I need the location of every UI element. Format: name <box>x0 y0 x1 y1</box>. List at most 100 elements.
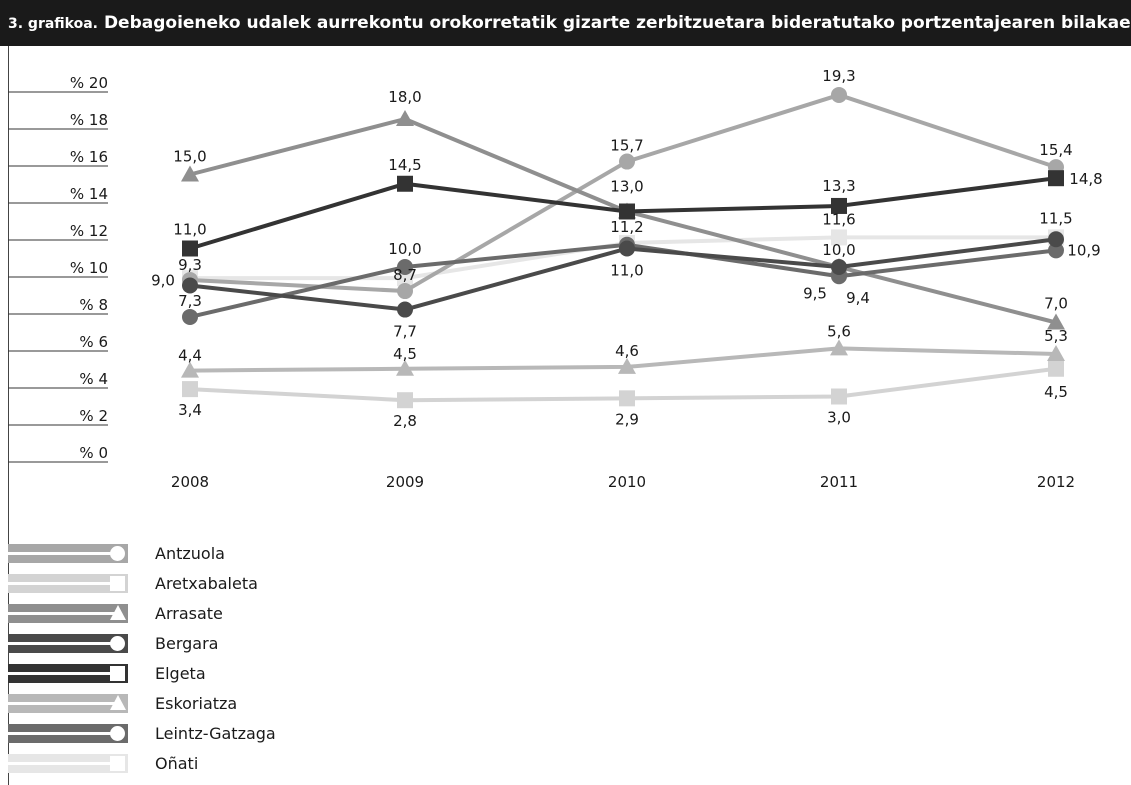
y-tick-label: % 12 <box>70 222 108 240</box>
circle-marker-icon <box>110 726 125 741</box>
data-point-antzuola <box>619 153 635 170</box>
data-label: 2,9 <box>615 410 639 428</box>
data-label: 5,3 <box>1044 327 1068 345</box>
legend-item-arrasate: Arrasate <box>0 598 300 628</box>
data-label: 8,7 <box>393 266 417 284</box>
legend-swatch-line <box>8 642 118 645</box>
data-label: 10,0 <box>388 240 421 258</box>
data-point-elgeta <box>619 203 635 220</box>
data-label: 4,5 <box>1044 383 1068 401</box>
triangle-marker-icon <box>110 695 126 710</box>
data-point-antzuola <box>831 86 847 103</box>
data-point-antzuola <box>397 283 413 300</box>
chart-title-text: Debagoieneko udalek aurrekontu orokorret… <box>103 13 1131 33</box>
legend-label: Arrasate <box>155 604 223 623</box>
legend-swatch <box>8 634 128 653</box>
y-tick-label: % 18 <box>70 111 108 129</box>
legend-swatch <box>8 724 128 743</box>
legend-label: Aretxabaleta <box>155 574 258 593</box>
legend-item-antzuola: Antzuola <box>0 538 300 568</box>
y-tick-label: % 16 <box>70 148 108 166</box>
data-label: 11,0 <box>610 262 643 280</box>
legend-swatch-line <box>8 612 118 615</box>
data-point-oñati <box>831 229 847 246</box>
left-rule <box>8 46 9 785</box>
data-label: 7,0 <box>1044 295 1068 313</box>
x-tick-label: 2008 <box>171 473 209 491</box>
legend-swatch <box>8 604 128 623</box>
data-point-oñati <box>397 270 413 287</box>
legend-swatch <box>8 664 128 683</box>
y-tick-label: % 8 <box>79 296 108 314</box>
legend-item-elgeta: Elgeta <box>0 658 300 688</box>
y-tick-label: % 20 <box>70 74 108 92</box>
y-tick-label: % 10 <box>70 259 108 277</box>
legend-swatch <box>8 694 128 713</box>
data-label: 2,8 <box>393 412 417 430</box>
y-tick-label: % 4 <box>79 370 108 388</box>
data-point-eskoriatza <box>181 361 199 378</box>
data-point-elgeta <box>1048 170 1064 187</box>
legend-swatch <box>8 754 128 773</box>
x-tick-label: 2010 <box>608 473 646 491</box>
data-point-leintz-gatzaga <box>397 259 413 275</box>
data-label: 7,3 <box>178 292 202 310</box>
legend-label: Eskoriatza <box>155 694 238 713</box>
data-point-aretxabaleta <box>619 390 635 407</box>
data-label: 10,9 <box>1067 241 1100 259</box>
data-label: 13,0 <box>610 178 643 196</box>
square-marker-icon <box>110 666 125 681</box>
data-label: 5,6 <box>827 322 851 340</box>
data-label: 9,0 <box>151 272 175 290</box>
legend-swatch-line <box>8 762 118 765</box>
data-label: 3,0 <box>827 409 851 427</box>
x-tick-label: 2011 <box>820 473 858 491</box>
legend-label: Leintz-Gatzaga <box>155 724 276 743</box>
data-point-bergara <box>1048 231 1064 248</box>
legend-label: Elgeta <box>155 664 206 683</box>
data-point-aretxabaleta <box>1048 360 1064 377</box>
data-label: 14,8 <box>1069 170 1102 188</box>
data-point-eskoriatza <box>1047 344 1065 361</box>
circle-marker-icon <box>110 636 125 651</box>
line-chart: % 20 % 18 % 16 % 14 % 12 % 10 % 8 % 6 % 4 % 2 % 0 2… <box>8 67 1103 491</box>
data-label: 19,3 <box>822 67 855 85</box>
data-label: 11,5 <box>1039 209 1072 227</box>
data-point-eskoriatza <box>396 359 414 376</box>
data-label: 15,7 <box>610 137 643 155</box>
data-point-leintz-gatzaga <box>182 308 198 325</box>
data-label: 9,3 <box>178 256 202 274</box>
data-point-arrasate <box>1047 313 1065 330</box>
data-point-arrasate <box>181 165 199 182</box>
square-marker-icon <box>110 576 125 591</box>
data-label: 4,6 <box>615 342 639 360</box>
legend-swatch-line <box>8 702 118 705</box>
y-tick-label: % 0 <box>79 444 108 462</box>
data-point-aretxabaleta <box>831 388 847 405</box>
chart-title-number: 3. grafikoa. <box>8 16 99 32</box>
y-tick-label: % 6 <box>79 333 108 351</box>
legend-swatch <box>8 574 128 593</box>
y-tick-label: % 14 <box>70 185 108 203</box>
data-label: 9,5 <box>803 284 827 302</box>
data-label: 11,0 <box>173 221 206 239</box>
legend-swatch-line <box>8 552 118 555</box>
circle-marker-icon <box>110 546 125 561</box>
data-point-bergara <box>182 277 198 294</box>
legend-swatch-line <box>8 732 118 735</box>
legend-label: Oñati <box>155 754 199 773</box>
data-label: 7,7 <box>393 323 417 341</box>
data-label: 15,4 <box>1039 141 1072 159</box>
legend-swatch-line <box>8 672 118 675</box>
data-label: 11,6 <box>822 210 855 228</box>
data-label: 11,2 <box>610 218 643 236</box>
legend-item-bergara: Bergara <box>0 628 300 658</box>
data-point-arrasate <box>396 110 414 126</box>
chart-title: 3. grafikoa. Debagoieneko udalek aurreko… <box>0 0 1131 46</box>
x-tick-label: 2009 <box>386 473 424 491</box>
data-label-annotation: 9,4 <box>846 289 870 307</box>
data-label: 4,4 <box>178 347 202 365</box>
data-point-eskoriatza <box>618 357 636 374</box>
data-point-bergara <box>619 240 635 257</box>
legend-item-aretxabaleta: Aretxabaleta <box>0 568 300 598</box>
